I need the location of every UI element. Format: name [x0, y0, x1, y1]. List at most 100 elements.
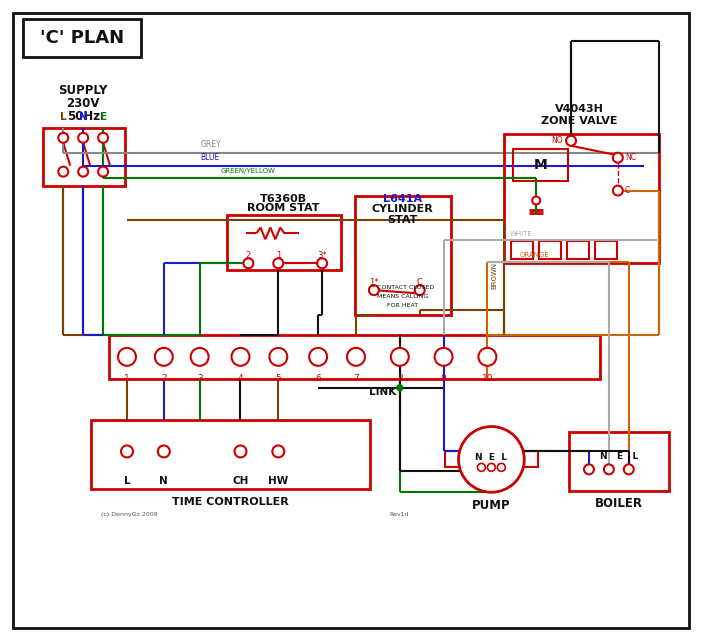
- Bar: [91, 420, 370, 489]
- Bar: [44, 128, 125, 186]
- Circle shape: [158, 445, 170, 458]
- Bar: [569, 431, 668, 491]
- Circle shape: [415, 285, 425, 295]
- Circle shape: [118, 348, 136, 366]
- Bar: [511, 242, 534, 259]
- Circle shape: [584, 464, 594, 474]
- Text: 2: 2: [161, 374, 166, 383]
- Bar: [109, 335, 600, 379]
- Circle shape: [98, 167, 108, 177]
- Circle shape: [624, 464, 634, 474]
- Circle shape: [58, 167, 68, 177]
- Text: 50Hz: 50Hz: [67, 110, 100, 123]
- Text: 1: 1: [124, 374, 130, 383]
- Text: GREY: GREY: [201, 140, 221, 149]
- Text: (c) DennyGz 2009: (c) DennyGz 2009: [101, 512, 158, 517]
- Text: FOR HEAT: FOR HEAT: [388, 303, 418, 308]
- Text: 7: 7: [353, 374, 359, 383]
- Circle shape: [435, 348, 453, 366]
- Circle shape: [98, 133, 108, 143]
- Circle shape: [58, 133, 68, 143]
- Circle shape: [532, 197, 540, 204]
- Circle shape: [191, 348, 208, 366]
- Text: CH: CH: [232, 476, 249, 487]
- Text: ROOM STAT: ROOM STAT: [247, 203, 319, 213]
- Text: N  E  L: N E L: [475, 453, 508, 462]
- Text: CYLINDER: CYLINDER: [372, 204, 434, 215]
- Circle shape: [272, 445, 284, 458]
- Bar: [595, 242, 617, 259]
- Circle shape: [479, 348, 496, 366]
- Circle shape: [497, 463, 505, 471]
- Text: E: E: [100, 112, 107, 122]
- Bar: [539, 242, 561, 259]
- Circle shape: [458, 426, 524, 492]
- Text: L: L: [124, 476, 131, 487]
- Circle shape: [232, 348, 249, 366]
- Text: NO: NO: [552, 137, 563, 146]
- Text: 10: 10: [482, 374, 494, 383]
- Circle shape: [273, 258, 284, 268]
- Text: 1: 1: [276, 251, 281, 260]
- Text: 4: 4: [238, 374, 244, 383]
- Text: 6: 6: [315, 374, 321, 383]
- Bar: [504, 134, 658, 263]
- Bar: [355, 196, 451, 315]
- Text: L: L: [60, 112, 67, 122]
- Text: BROWN: BROWN: [491, 262, 498, 288]
- Text: V4043H: V4043H: [555, 104, 604, 114]
- Text: 'C' PLAN: 'C' PLAN: [40, 29, 124, 47]
- Text: N   E   L: N E L: [600, 452, 638, 461]
- Text: 3: 3: [197, 374, 203, 383]
- Text: 1*: 1*: [369, 278, 378, 287]
- Text: ORANGE: ORANGE: [519, 253, 549, 258]
- Bar: [567, 242, 589, 259]
- Text: 8: 8: [397, 374, 403, 383]
- Text: C: C: [417, 278, 423, 287]
- Circle shape: [369, 285, 379, 295]
- Circle shape: [477, 463, 485, 471]
- Circle shape: [78, 167, 88, 177]
- Circle shape: [613, 186, 623, 196]
- Text: T6360B: T6360B: [260, 194, 307, 204]
- Text: C: C: [625, 186, 630, 195]
- Circle shape: [487, 463, 496, 471]
- Bar: [227, 215, 341, 271]
- Text: HW: HW: [268, 476, 289, 487]
- Text: SUPPLY: SUPPLY: [58, 85, 108, 97]
- Circle shape: [78, 133, 88, 143]
- Bar: [524, 451, 538, 467]
- Circle shape: [155, 348, 173, 366]
- Text: 2: 2: [246, 251, 251, 260]
- Circle shape: [604, 464, 614, 474]
- Text: N: N: [159, 476, 168, 487]
- Text: Rev1d: Rev1d: [390, 512, 409, 517]
- Text: BLUE: BLUE: [201, 153, 220, 162]
- Text: WHITE: WHITE: [510, 231, 532, 237]
- Text: TIME CONTROLLER: TIME CONTROLLER: [172, 497, 289, 507]
- Text: PUMP: PUMP: [472, 499, 510, 512]
- Circle shape: [309, 348, 327, 366]
- Bar: [23, 19, 141, 57]
- Text: N: N: [79, 112, 88, 122]
- Text: GREEN/YELLOW: GREEN/YELLOW: [220, 168, 275, 174]
- Text: 230V: 230V: [67, 97, 100, 110]
- Text: ZONE VALVE: ZONE VALVE: [541, 116, 617, 126]
- Circle shape: [270, 348, 287, 366]
- Circle shape: [317, 258, 327, 268]
- Text: 9: 9: [441, 374, 446, 383]
- Circle shape: [244, 258, 253, 268]
- Circle shape: [397, 385, 403, 391]
- Text: * CONTACT CLOSED: * CONTACT CLOSED: [371, 285, 434, 290]
- Circle shape: [391, 348, 409, 366]
- Circle shape: [121, 445, 133, 458]
- Text: STAT: STAT: [388, 215, 418, 226]
- Text: 5: 5: [275, 374, 282, 383]
- Text: 3*: 3*: [317, 251, 327, 260]
- Bar: [444, 451, 458, 467]
- Text: [383, 392]: [383, 392]: [379, 391, 387, 392]
- Circle shape: [234, 445, 246, 458]
- Text: NC: NC: [625, 153, 636, 162]
- Circle shape: [566, 136, 576, 146]
- Bar: [513, 149, 568, 181]
